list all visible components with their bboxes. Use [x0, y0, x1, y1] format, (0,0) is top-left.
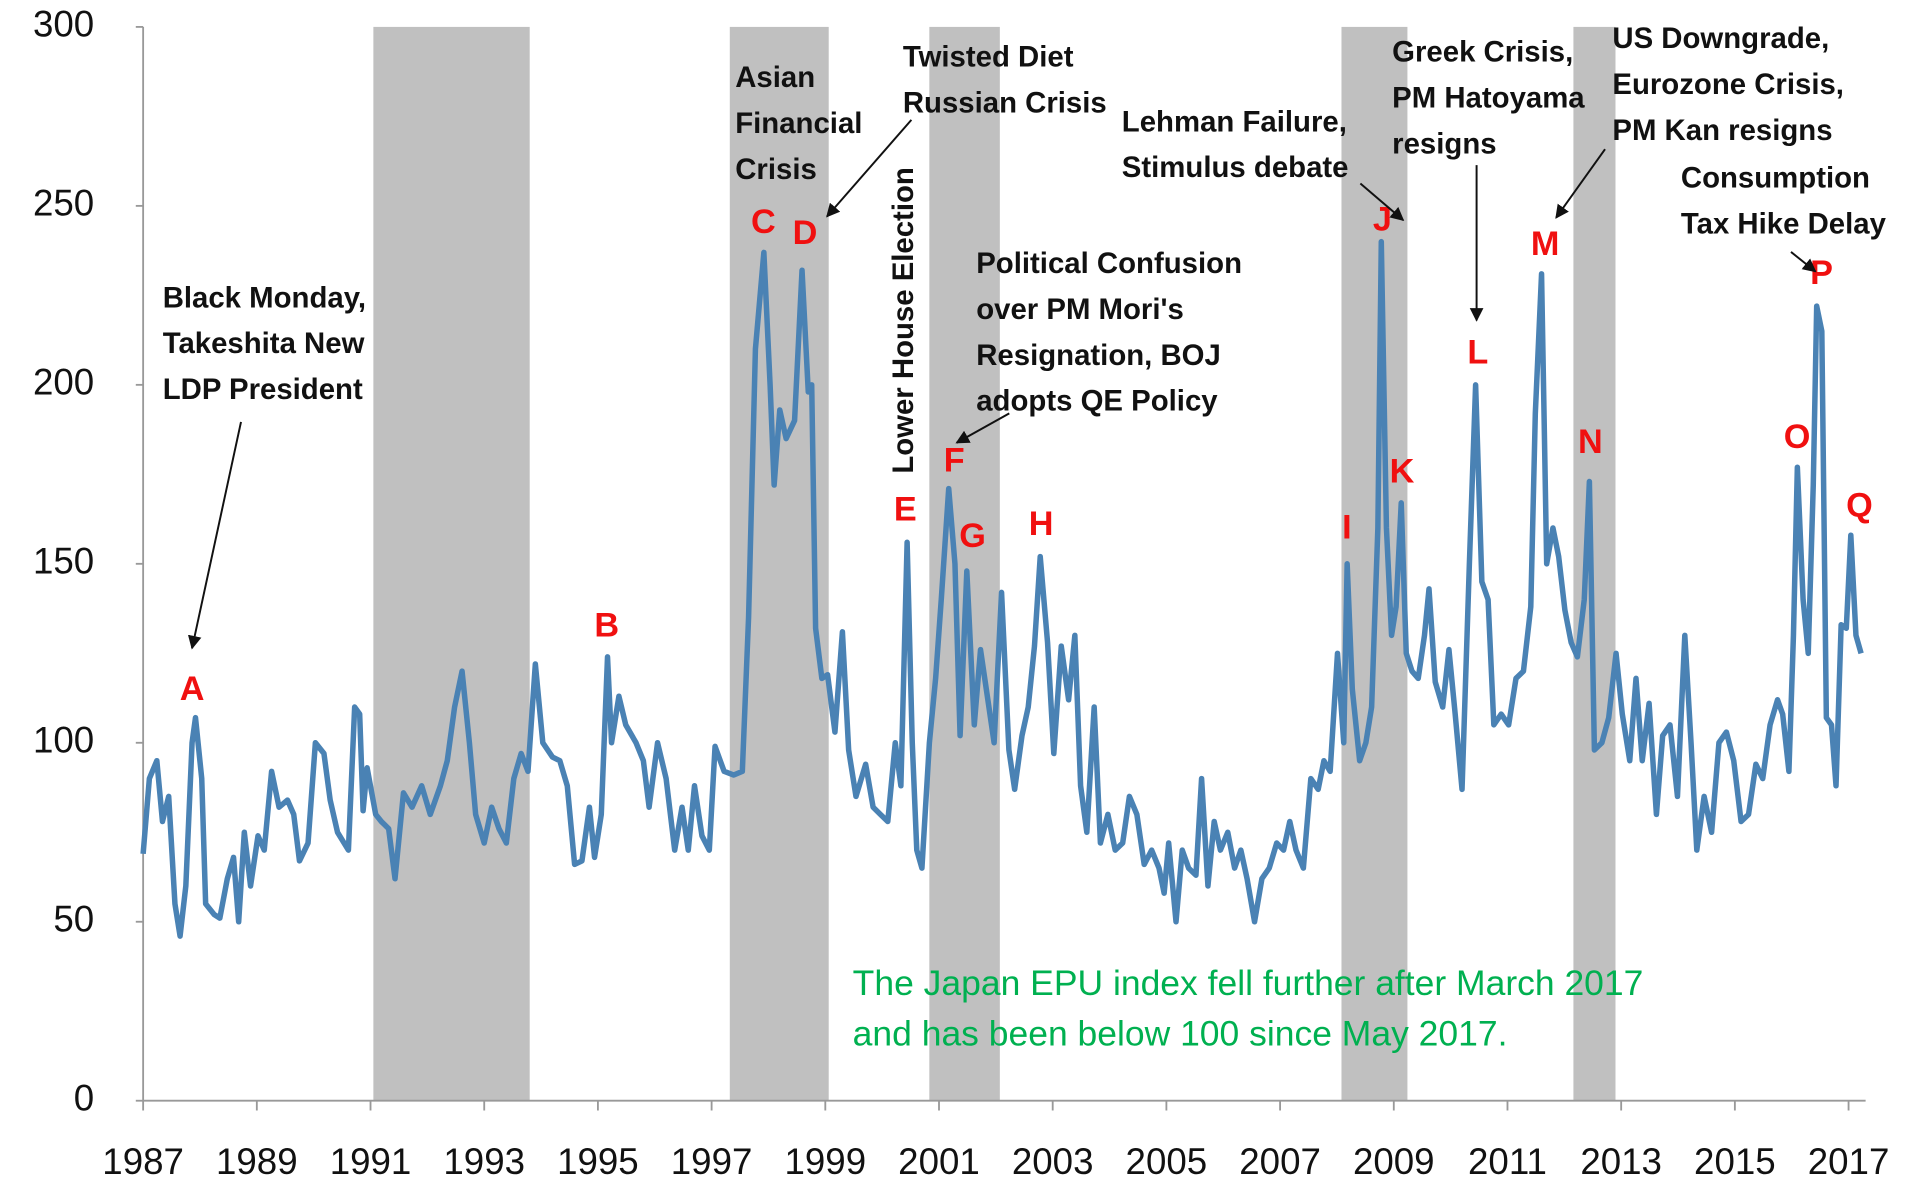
y-tick-label: 0: [74, 1077, 94, 1118]
y-tick-label: 200: [33, 362, 94, 403]
x-tick-label: 1991: [330, 1141, 412, 1182]
annotation-label: Takeshita New: [163, 327, 365, 360]
annotation-letter: F: [944, 441, 965, 479]
annotation-label: Black Monday,: [163, 281, 366, 314]
y-tick-label: 100: [33, 719, 94, 760]
annotation-letter: D: [793, 214, 818, 252]
annotation-label: PM Hatoyama: [1392, 81, 1585, 114]
annotation-label: Greek Crisis,: [1392, 36, 1573, 69]
annotation-label: Tax Hike Delay: [1681, 207, 1887, 240]
annotation-label: adopts QE Policy: [976, 385, 1218, 418]
annotation-arrow: [1359, 182, 1405, 222]
annotation-label: Crisis: [735, 153, 817, 186]
annotation-letter: K: [1390, 452, 1415, 490]
annotation-label: LDP President: [163, 373, 363, 406]
x-tick-label: 2001: [898, 1141, 980, 1182]
epu-line: [140, 238, 1864, 939]
annotation-arrow: [187, 421, 242, 650]
annotation-label: Financial: [735, 107, 862, 140]
annotation-arrow: [826, 119, 913, 218]
y-tick-label: 50: [53, 898, 94, 939]
annotation-arrow: [1555, 148, 1606, 219]
annotation-label: Lower House Election: [887, 167, 920, 474]
annotation-label: Consumption: [1681, 162, 1870, 195]
annotation-label: Stimulus debate: [1122, 151, 1349, 184]
annotation-label: Eurozone Crisis,: [1612, 68, 1844, 101]
annotation-letter: A: [180, 670, 205, 708]
x-tick-label: 2011: [1468, 1141, 1547, 1182]
annotation-letter: O: [1784, 418, 1811, 456]
annotation-label: over PM Mori's: [976, 293, 1184, 326]
annotation-label: Political Confusion: [976, 247, 1242, 280]
annotation-label: resigns: [1392, 127, 1496, 160]
y-tick-label: 250: [33, 183, 94, 224]
annotation-label: PM Kan resigns: [1612, 114, 1832, 147]
annotation-letter: C: [751, 203, 776, 241]
annotation-letter: J: [1373, 200, 1392, 238]
x-tick-label: 2015: [1694, 1141, 1776, 1182]
annotation-arrow: [1790, 251, 1817, 273]
shaded-period: [929, 26, 1000, 1101]
annotation-letter: N: [1578, 423, 1603, 461]
annotation-letter: Q: [1846, 487, 1873, 525]
annotation-letter: L: [1467, 334, 1488, 372]
x-tick-label: 2007: [1239, 1141, 1321, 1182]
annotation-letter: H: [1029, 505, 1054, 543]
x-tick-label: 1987: [102, 1141, 184, 1182]
note: and has been below 100 since May 2017.: [853, 1013, 1508, 1053]
shaded-period: [1573, 26, 1616, 1101]
x-tick-label: 1997: [671, 1141, 753, 1182]
annotation-letter: M: [1531, 225, 1560, 263]
x-tick-label: 2005: [1126, 1141, 1208, 1182]
y-tick-label: 300: [33, 4, 94, 45]
annotation-letter: G: [959, 517, 986, 555]
x-tick-label: 2009: [1353, 1141, 1435, 1182]
annotation-letter: B: [594, 606, 619, 644]
note: The Japan EPU index fell further after M…: [853, 963, 1644, 1003]
x-tick-label: 2013: [1580, 1141, 1662, 1182]
annotation-letter: I: [1342, 509, 1352, 547]
annotation-letter: P: [1810, 254, 1833, 292]
annotation-label: Asian: [735, 61, 815, 94]
shaded-period: [373, 26, 530, 1101]
annotation-label: US Downgrade,: [1612, 22, 1829, 55]
x-tick-label: 1999: [784, 1141, 866, 1182]
x-tick-label: 1995: [557, 1141, 639, 1182]
annotation-label: Twisted Diet: [903, 40, 1074, 73]
annotation-label: Resignation, BOJ: [976, 339, 1221, 372]
annotation-letter: E: [894, 490, 917, 528]
x-tick-label: 2017: [1808, 1141, 1890, 1182]
y-tick-label: 150: [33, 541, 94, 582]
annotation-arrow: [955, 412, 1010, 444]
x-tick-label: 1989: [216, 1141, 298, 1182]
annotation-label: Russian Crisis: [903, 86, 1107, 119]
x-tick-label: 2003: [1012, 1141, 1094, 1182]
x-tick-label: 1993: [443, 1141, 525, 1182]
annotation-label: Lehman Failure,: [1122, 105, 1347, 138]
